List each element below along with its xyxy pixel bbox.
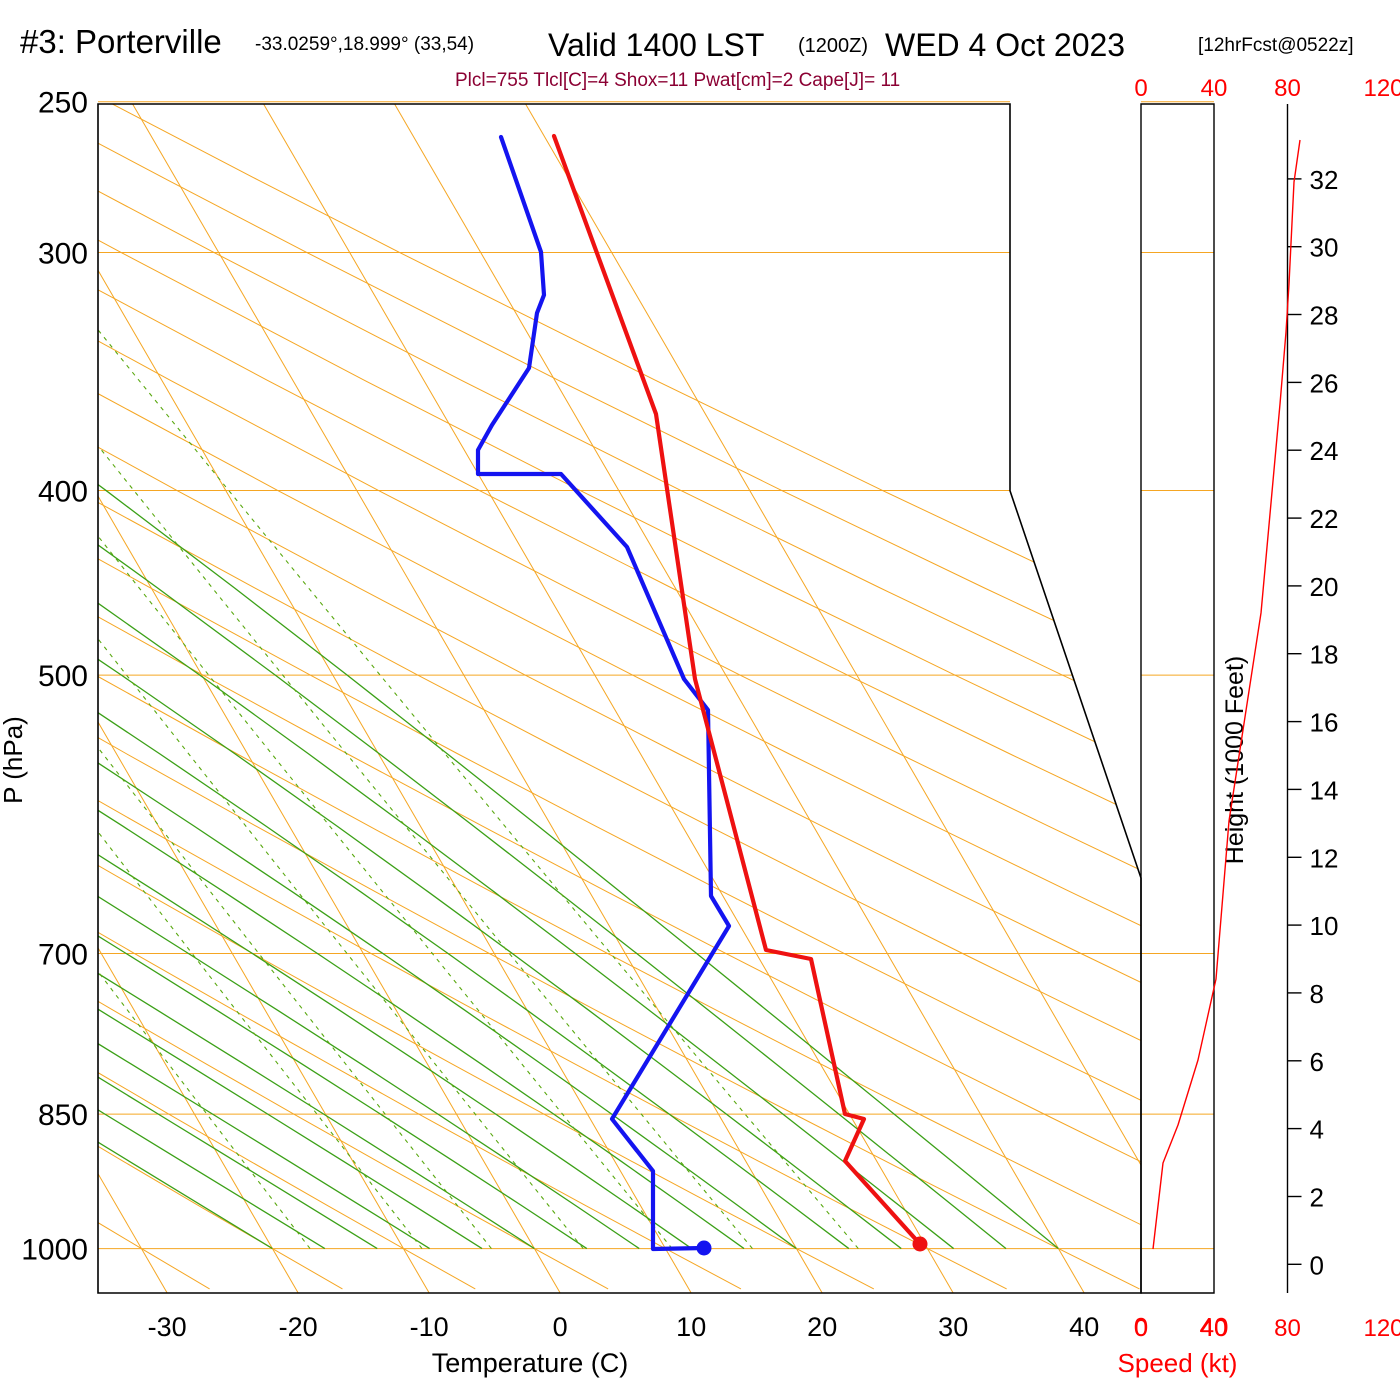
svg-text:40: 40 [1201, 75, 1228, 102]
svg-text:Valid 1400 LST: Valid 1400 LST [548, 27, 764, 63]
svg-text:850: 850 [38, 1099, 88, 1132]
svg-text:Temperature (C): Temperature (C) [432, 1348, 629, 1378]
svg-text:(1200Z): (1200Z) [798, 35, 868, 57]
svg-text:0: 0 [1134, 1315, 1147, 1342]
svg-text:4: 4 [1310, 1115, 1324, 1145]
svg-text:18: 18 [1310, 640, 1339, 670]
svg-text:300: 300 [38, 238, 88, 271]
svg-text:500: 500 [38, 660, 88, 693]
svg-text:250: 250 [38, 87, 88, 120]
svg-text:0: 0 [553, 1312, 568, 1342]
svg-text:P (hPa): P (hPa) [0, 716, 28, 804]
svg-text:2: 2 [1310, 1183, 1324, 1213]
svg-text:32: 32 [1310, 165, 1339, 195]
svg-text:6: 6 [1310, 1047, 1324, 1077]
svg-text:24: 24 [1310, 436, 1339, 466]
svg-text:0: 0 [1310, 1250, 1324, 1280]
svg-text:-10: -10 [410, 1312, 449, 1342]
svg-text:0: 0 [1134, 75, 1147, 102]
svg-text:26: 26 [1310, 368, 1339, 398]
svg-text:120: 120 [1363, 1315, 1400, 1342]
svg-text:30: 30 [1310, 233, 1339, 263]
svg-text:-30: -30 [148, 1312, 187, 1342]
svg-text:40: 40 [1069, 1312, 1099, 1342]
svg-text:700: 700 [38, 939, 88, 972]
svg-text:16: 16 [1310, 708, 1339, 738]
svg-text:Speed (kt): Speed (kt) [1118, 1348, 1238, 1378]
svg-text:120: 120 [1363, 75, 1400, 102]
svg-text:22: 22 [1310, 504, 1339, 534]
svg-text:-33.0259°,18.999° (33,54): -33.0259°,18.999° (33,54) [255, 34, 474, 55]
svg-text:28: 28 [1310, 301, 1339, 331]
svg-text:10: 10 [676, 1312, 706, 1342]
svg-text:20: 20 [1310, 572, 1339, 602]
svg-text:80: 80 [1274, 1315, 1301, 1342]
svg-text:12: 12 [1310, 843, 1339, 873]
svg-text:Plcl=755 Tlcl[C]=4 Shox=11 Pwa: Plcl=755 Tlcl[C]=4 Shox=11 Pwat[cm]=2 Ca… [455, 70, 900, 91]
svg-text:30: 30 [938, 1312, 968, 1342]
svg-text:8: 8 [1310, 979, 1324, 1009]
svg-text:WED 4 Oct 2023: WED 4 Oct 2023 [885, 27, 1125, 63]
svg-text:20: 20 [807, 1312, 837, 1342]
svg-text:#3: Porterville: #3: Porterville [20, 23, 222, 60]
svg-text:400: 400 [38, 476, 88, 509]
svg-text:10: 10 [1310, 911, 1339, 941]
svg-text:80: 80 [1274, 75, 1301, 102]
svg-text:[12hrFcst@0522z]: [12hrFcst@0522z] [1198, 35, 1354, 56]
svg-text:1000: 1000 [21, 1234, 88, 1267]
svg-text:-20: -20 [279, 1312, 318, 1342]
svg-text:14: 14 [1310, 775, 1339, 805]
svg-text:40: 40 [1201, 1315, 1228, 1342]
svg-text:Height (1000 Feet): Height (1000 Feet) [1221, 656, 1249, 864]
